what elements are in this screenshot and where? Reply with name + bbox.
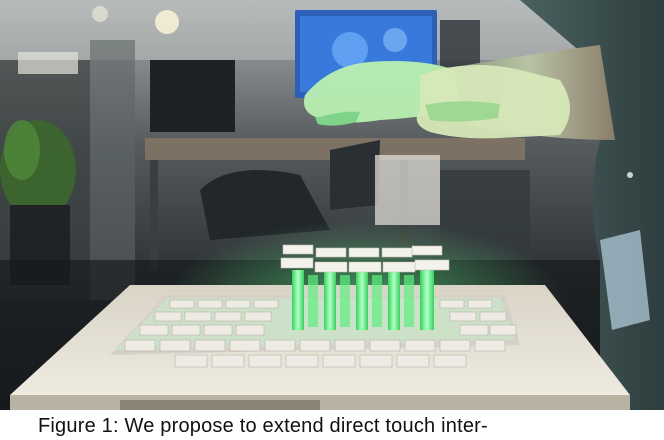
shirt-pocket-light: [600, 230, 650, 330]
shelf: [90, 40, 135, 300]
raised-pin-caps: [280, 244, 450, 273]
flat-pins: [124, 299, 517, 368]
monitor-content: [383, 28, 407, 52]
figure-caption: Figure 1: We propose to extend direct to…: [38, 415, 488, 437]
office-chair: [200, 170, 330, 240]
table-shadow: [120, 400, 320, 410]
figure-photo: [0, 0, 664, 410]
right-hand-fingers: [425, 101, 500, 122]
office-chair-back: [330, 140, 380, 210]
monitor-content: [332, 32, 368, 68]
left-hand-fingers: [315, 111, 360, 126]
ceiling-light: [155, 10, 179, 34]
plant-leaves: [4, 120, 40, 180]
raised-pins: [292, 270, 434, 330]
shelf-box: [18, 52, 78, 74]
shirt-button: [627, 172, 633, 178]
photo-scene: [0, 0, 664, 410]
desk-leg: [150, 160, 158, 270]
ceiling-light: [92, 6, 108, 22]
monitor: [150, 60, 235, 132]
cabinet: [375, 155, 440, 225]
